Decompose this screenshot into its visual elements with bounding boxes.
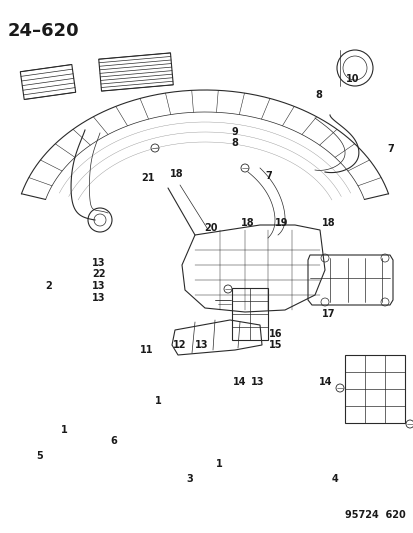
Text: 9: 9 [231,127,237,137]
Text: 21: 21 [141,173,154,183]
Text: 13: 13 [250,377,263,387]
Text: 16: 16 [268,329,281,338]
Text: 11: 11 [140,345,153,354]
Text: 13: 13 [92,281,105,291]
Text: 18: 18 [321,218,334,228]
Text: 7: 7 [265,171,272,181]
Text: 24–620: 24–620 [8,22,79,40]
Text: 1: 1 [61,425,67,434]
Text: 15: 15 [268,341,281,350]
Text: 17: 17 [322,310,335,319]
Text: 20: 20 [204,223,217,233]
Text: 1: 1 [155,397,161,406]
Text: 95724  620: 95724 620 [344,510,405,520]
Text: 13: 13 [92,294,105,303]
Text: 3: 3 [186,474,192,483]
Text: 13: 13 [195,340,208,350]
Text: 22: 22 [92,269,105,279]
Text: 8: 8 [231,138,237,148]
Text: 10: 10 [345,74,358,84]
Text: 6: 6 [110,437,117,446]
Text: 12: 12 [173,340,186,350]
Text: 4: 4 [331,474,338,483]
Text: 19: 19 [274,218,287,228]
Text: 14: 14 [232,377,245,387]
Text: 18: 18 [170,169,183,179]
Text: 8: 8 [315,90,321,100]
Text: 2: 2 [45,281,52,291]
Text: 18: 18 [240,218,254,228]
Text: 5: 5 [36,451,43,461]
Text: 14: 14 [318,377,331,387]
Text: 1: 1 [216,459,222,469]
Text: 13: 13 [92,258,105,268]
Text: 7: 7 [387,144,394,154]
